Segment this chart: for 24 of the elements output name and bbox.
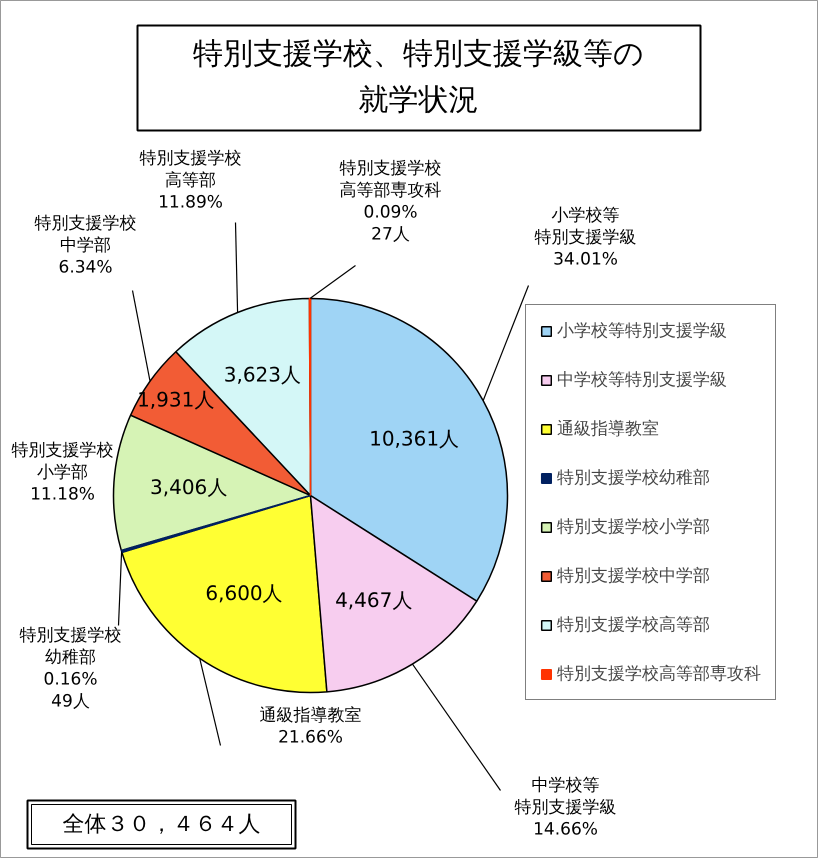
data-label: 3,406人 [150,475,228,500]
legend-label: 中学校等特別支援学級 [557,369,727,391]
text: 特別支援学校中学部6.34% [34,214,136,278]
text: 特別支援学校小学部11.18% [12,440,114,504]
legend-label: 通級指導教室 [557,418,659,440]
data-label: 4,467人 [335,588,412,612]
legend-label: 特別支援学校中学部 [557,565,710,587]
data-label: 3,623人 [224,362,302,387]
legend-label: 特別支援学校小学部 [557,516,710,538]
legend-label: 特別支援学校高等部専攻科 [557,663,761,685]
chart-title: 特別支援学校、特別支援学級等の就学状況 [193,36,644,118]
data-label: 10,361人 [369,426,460,451]
data-label: 6,600人 [205,581,283,606]
legend-label: 特別支援学校高等部 [557,614,710,636]
data-label: 1,931人 [137,388,214,412]
text: 通級指導教室21.66% [260,706,362,748]
text: 特別支援学校高等部11.89% [140,148,242,212]
text: 小学校等特別支援学級34.01% [534,206,636,270]
text: 全体３０，４６４人 [62,812,260,837]
legend-label: 小学校等特別支援学級 [557,320,727,342]
text: 中学校等特別支援学級14.66% [514,776,616,840]
text: 特別支援学校幼稚部0.16%49人 [20,626,122,712]
legend-label: 特別支援学校幼稚部 [557,467,710,489]
text: 特別支援学校高等部専攻科0.09%27人 [340,158,442,244]
